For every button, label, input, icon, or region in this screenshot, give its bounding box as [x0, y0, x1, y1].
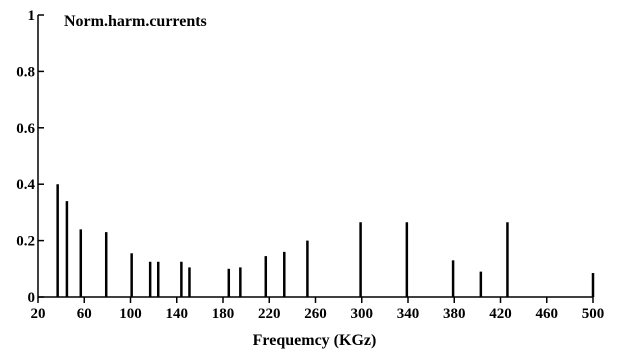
- x-axis-title: Frequemcy (KGz): [253, 332, 377, 349]
- x-tick-label: 460: [536, 306, 559, 322]
- x-tick-label: 100: [119, 306, 142, 322]
- y-tick-label: 1: [28, 8, 36, 24]
- y-tick-label: 0.6: [16, 121, 35, 137]
- axes: [37, 15, 593, 298]
- chart-title: Norm.harm.currents: [64, 13, 207, 30]
- x-tick-label: 260: [304, 306, 327, 322]
- x-tick-label: 180: [212, 306, 235, 322]
- bars: [56, 184, 595, 297]
- x-tick-label: 140: [166, 306, 189, 322]
- x-ticks: 20 60 100 140 180 220 260 300 340 380 420 460 500: [31, 297, 605, 322]
- y-tick-label: 0.4: [16, 177, 35, 193]
- y-tick-label: 0.8: [16, 64, 35, 80]
- y-tick-label: 0.2: [16, 234, 35, 250]
- y-ticks: 0 0.2 0.4 0.6 0.8 1: [16, 8, 44, 306]
- x-tick-label: 500: [582, 306, 605, 322]
- x-tick-label: 300: [351, 306, 374, 322]
- x-tick-label: 380: [443, 306, 466, 322]
- x-tick-label: 20: [31, 306, 46, 322]
- x-tick-label: 220: [258, 306, 281, 322]
- x-tick-label: 340: [397, 306, 420, 322]
- y-tick-label: 0: [28, 290, 36, 306]
- x-tick-label: 420: [489, 306, 512, 322]
- x-tick-label: 60: [77, 306, 92, 322]
